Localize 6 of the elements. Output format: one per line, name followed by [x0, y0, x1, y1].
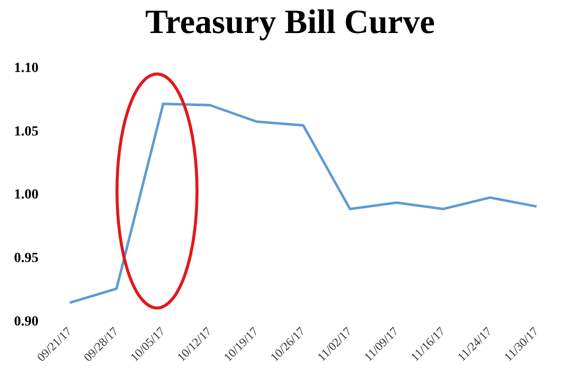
y-tick-label: 0.95: [14, 250, 38, 266]
y-tick-label: 1.05: [14, 124, 38, 140]
chart-title: Treasury Bill Curve: [144, 4, 436, 42]
y-tick-label: 1.10: [14, 61, 38, 76]
y-tick-label: 0.90: [14, 314, 38, 330]
y-tick-label: 1.00: [14, 188, 38, 203]
